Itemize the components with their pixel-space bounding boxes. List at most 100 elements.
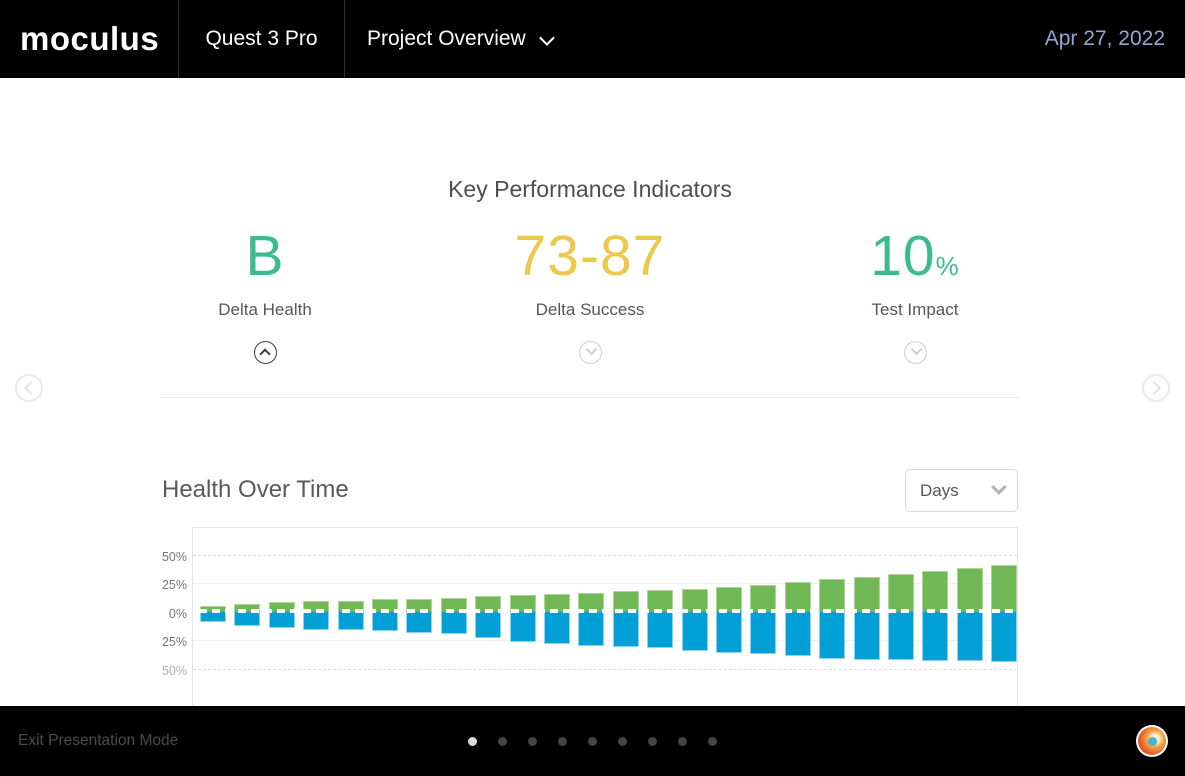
exit-presentation-button[interactable]: Exit Presentation Mode xyxy=(18,732,179,749)
slide-dot-8[interactable] xyxy=(678,736,687,746)
zero-reference-line xyxy=(199,609,1017,613)
bar-segment-positive xyxy=(819,578,846,612)
nav-label: Project Overview xyxy=(367,27,526,50)
moculus-logo: moculus xyxy=(20,20,160,57)
bar-segment-negative xyxy=(200,612,226,623)
slide-pagination xyxy=(0,706,1185,776)
date-display: Apr 27, 2022 xyxy=(1044,27,1165,50)
slide-dot-6[interactable] xyxy=(618,736,627,746)
slide-dot-7[interactable] xyxy=(648,736,657,746)
bar-segment-negative xyxy=(612,612,639,648)
chevron-left-icon xyxy=(23,380,39,396)
bar-segment-negative xyxy=(337,612,364,631)
next-slide-button[interactable] xyxy=(1142,374,1170,402)
bar-segment-negative xyxy=(440,612,467,634)
tab-label: Quest 3 Pro xyxy=(205,27,318,50)
bar-segment-positive xyxy=(716,586,742,612)
bar-segment-positive xyxy=(303,600,330,612)
project-overview-dropdown[interactable]: Project Overview xyxy=(345,27,555,51)
gridline-plus-50 xyxy=(193,555,1017,556)
y-tick-label: 25% xyxy=(161,635,187,649)
slide-dot-4[interactable] xyxy=(558,736,567,746)
chevron-down-icon xyxy=(585,343,598,356)
bar-segment-positive xyxy=(544,593,570,612)
bar-segment-negative xyxy=(922,612,949,662)
bar-segment-positive xyxy=(991,565,1017,612)
bar-segment-positive xyxy=(888,574,914,612)
bar-segment-positive xyxy=(922,570,949,612)
bar-segment-positive xyxy=(440,598,467,612)
bar-segment-negative xyxy=(234,612,261,626)
bar-segment-negative xyxy=(406,612,433,633)
bar-segment-negative xyxy=(956,612,983,662)
chevron-right-icon xyxy=(1146,380,1162,396)
tab-quest-3-pro[interactable]: Quest 3 Pro xyxy=(178,0,345,78)
bar-segment-positive xyxy=(406,599,433,612)
slide-dot-9[interactable] xyxy=(708,736,717,746)
kpi-section-title: Key Performance Indicators xyxy=(448,176,732,202)
bar-segment-negative xyxy=(888,612,914,660)
kpi-expand-toggle[interactable] xyxy=(253,341,277,364)
brand-logo-icon[interactable] xyxy=(1136,725,1168,757)
chevron-down-icon xyxy=(991,479,1007,495)
bar-segment-positive xyxy=(268,601,295,612)
y-tick-label: 25% xyxy=(161,578,187,592)
interval-dropdown-value: Days xyxy=(920,480,959,500)
kpi-test-impact: 10% Test Impact xyxy=(810,222,1020,364)
logo-center-dot xyxy=(1148,737,1157,746)
kpi-value: 10% xyxy=(870,224,960,288)
bar-segment-positive xyxy=(337,600,364,612)
kpi-value: 73-87 xyxy=(514,224,666,288)
gridline-plus-25 xyxy=(193,583,1017,584)
gridline-minus-50 xyxy=(193,669,1017,670)
bar-segment-negative xyxy=(578,612,605,647)
app-header: moculus Quest 3 Pro Project Overview Apr… xyxy=(0,0,1185,78)
bar-segment-positive xyxy=(647,590,674,612)
y-tick-label: 50% xyxy=(161,664,187,678)
bar-segment-negative xyxy=(372,612,398,632)
y-tick-label: 0% xyxy=(168,607,187,621)
bar-segment-positive xyxy=(956,567,983,612)
kpi-expand-toggle[interactable] xyxy=(578,341,602,364)
slide-dot-1[interactable] xyxy=(468,736,477,746)
kpi-row: B Delta Health 73-87 Delta Success 10% T… xyxy=(160,222,1020,364)
bar-segment-negative xyxy=(544,612,570,644)
chevron-up-icon xyxy=(259,348,271,360)
kpi-delta-health: B Delta Health xyxy=(160,222,370,364)
health-over-time-chart: 50% 25% 0% 25% 50% xyxy=(160,527,1018,706)
bar-segment-negative xyxy=(647,612,674,649)
y-tick-label: 50% xyxy=(161,550,187,564)
bar-segment-positive xyxy=(784,582,811,612)
interval-dropdown[interactable]: Days xyxy=(905,469,1018,512)
bar-segment-negative xyxy=(991,612,1017,663)
bar-segment-negative xyxy=(716,612,742,654)
bar-segment-positive xyxy=(234,604,261,612)
bar-segment-positive xyxy=(509,594,536,612)
kpi-label: Delta Health xyxy=(218,300,312,319)
slide-dot-5[interactable] xyxy=(588,736,597,746)
bar-segment-negative xyxy=(819,612,846,659)
bar-segment-positive xyxy=(578,592,605,612)
bar-segment-positive xyxy=(475,596,502,612)
slide-dot-2[interactable] xyxy=(498,736,507,746)
bar-segment-positive xyxy=(372,599,398,612)
presentation-footer: Exit Presentation Mode xyxy=(0,706,1185,776)
kpi-delta-success: 73-87 Delta Success xyxy=(485,222,695,364)
kpi-label: Delta Success xyxy=(535,300,645,319)
gridline-minus-25 xyxy=(193,640,1017,641)
bar-segment-negative xyxy=(268,612,295,628)
kpi-value: B xyxy=(245,224,285,288)
kpi-expand-toggle[interactable] xyxy=(903,341,927,364)
prev-slide-button[interactable] xyxy=(15,374,43,402)
slide-dot-3[interactable] xyxy=(528,736,537,746)
bar-segment-negative xyxy=(784,612,811,657)
bar-segment-positive xyxy=(681,589,708,612)
chart-plot xyxy=(192,527,1018,706)
chevron-down-icon xyxy=(538,29,555,46)
bar-segment-negative xyxy=(853,612,880,660)
bar-segment-negative xyxy=(681,612,708,651)
bar-segment-positive xyxy=(612,591,639,612)
bar-segment-negative xyxy=(303,612,330,631)
bar-segment-positive xyxy=(853,576,880,612)
